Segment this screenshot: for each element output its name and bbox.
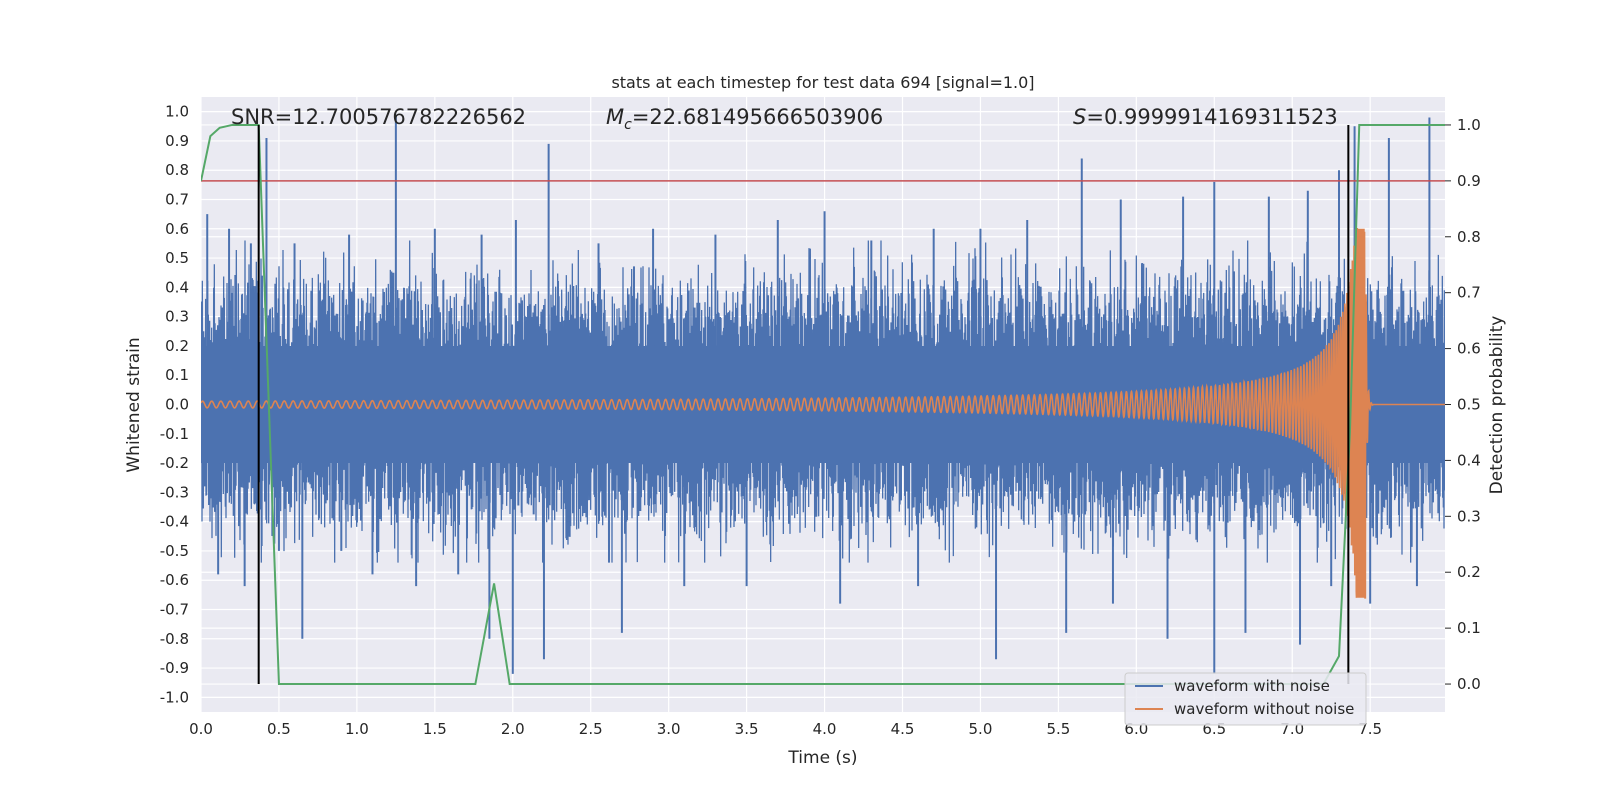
x-tick-label: 3.5 [735, 720, 759, 738]
y-tick-label: -0.5 [160, 542, 189, 560]
x-tick-label: 1.5 [423, 720, 447, 738]
y-tick-label: 0.3 [165, 308, 189, 326]
x-tick-label: 5.0 [969, 720, 993, 738]
chirp-mass-symbol: M [606, 105, 624, 129]
y-tick-label: 0.6 [165, 220, 189, 238]
y2-tick-label: 0.5 [1457, 396, 1481, 414]
x-tick-label: 2.0 [501, 720, 525, 738]
y-tick-label: -1.0 [160, 688, 189, 706]
x-tick-label: 4.0 [813, 720, 837, 738]
legend-box [1124, 672, 1367, 726]
y-tick-label: -0.2 [160, 454, 189, 472]
x-tick-label: 0.0 [189, 720, 213, 738]
x-axis-label: Time (s) [787, 748, 857, 768]
data-layer [201, 114, 1445, 686]
y2-tick-label: 0.4 [1457, 451, 1481, 469]
y2-tick-label: 0.9 [1457, 172, 1481, 190]
y2-tick-label: 0.6 [1457, 340, 1481, 358]
probability-line [201, 123, 1445, 686]
x-tick-label: 0.5 [267, 720, 291, 738]
x-tick-label: 4.5 [891, 720, 915, 738]
y-tick-label: 0.1 [165, 366, 189, 384]
y-tick-label: 0.8 [165, 161, 189, 179]
y-tick-label: -0.3 [160, 483, 189, 501]
legend: waveform with noise waveform without noi… [1124, 672, 1367, 726]
x-tick-label: 1.0 [345, 720, 369, 738]
legend-label-clean: waveform without noise [1174, 700, 1354, 718]
chirp-mass-value: =22.681495666503906 [632, 105, 883, 129]
y2-axis-label: Detection probability [1487, 316, 1507, 495]
y-tick-label: -0.1 [160, 425, 189, 443]
y-tick-label: 0.9 [165, 132, 189, 150]
y2-tick-label: 0.7 [1457, 284, 1481, 302]
y2-tick-label: 0.0 [1457, 675, 1481, 693]
y-tick-label: 0.5 [165, 249, 189, 267]
score-symbol: S [1073, 105, 1086, 129]
y2-tick-label: 0.1 [1457, 619, 1481, 637]
y-tick-label: 0.2 [165, 337, 189, 355]
chirp-mass-subscript: c [624, 117, 632, 133]
y-axis-label: Whitened strain [124, 337, 144, 472]
y2-tick-label: 0.2 [1457, 563, 1481, 581]
y-tick-label: 1.0 [165, 103, 189, 121]
ticks: 0.0 0.5 1.0 1.5 2.0 2.5 3.0 3.5 4.0 4.5 5.0 5.5 6.0 6… [160, 103, 1481, 738]
x-tick-label: 5.5 [1046, 720, 1070, 738]
y2-tick-label: 0.8 [1457, 228, 1481, 246]
y-tick-label: -0.6 [160, 571, 189, 589]
y2-tick-label: 0.3 [1457, 507, 1481, 525]
y-tick-label: -0.7 [160, 601, 189, 619]
y-tick-label: 0.7 [165, 191, 189, 209]
y-tick-label: 0.0 [165, 396, 189, 414]
legend-label-noise: waveform with noise [1174, 677, 1330, 695]
y2-tick-label: 1.0 [1457, 116, 1481, 134]
score-annotation: S=0.9999914169311523 [1073, 105, 1338, 129]
snr-annotation: SNR=12.700576782226562 [231, 105, 526, 129]
clean-waveform-line [201, 227, 1445, 599]
y-tick-label: 0.4 [165, 278, 189, 296]
x-tick-label: 3.0 [657, 720, 681, 738]
chart-title: stats at each timestep for test data 694… [611, 73, 1034, 92]
y-tick-label: -0.8 [160, 630, 189, 648]
chirp-mass-annotation: Mc=22.681495666503906 [606, 105, 883, 133]
score-value: =0.9999914169311523 [1086, 105, 1337, 129]
y-tick-label: -0.9 [160, 659, 189, 677]
y-tick-label: -0.4 [160, 513, 189, 531]
x-tick-label: 2.5 [579, 720, 603, 738]
